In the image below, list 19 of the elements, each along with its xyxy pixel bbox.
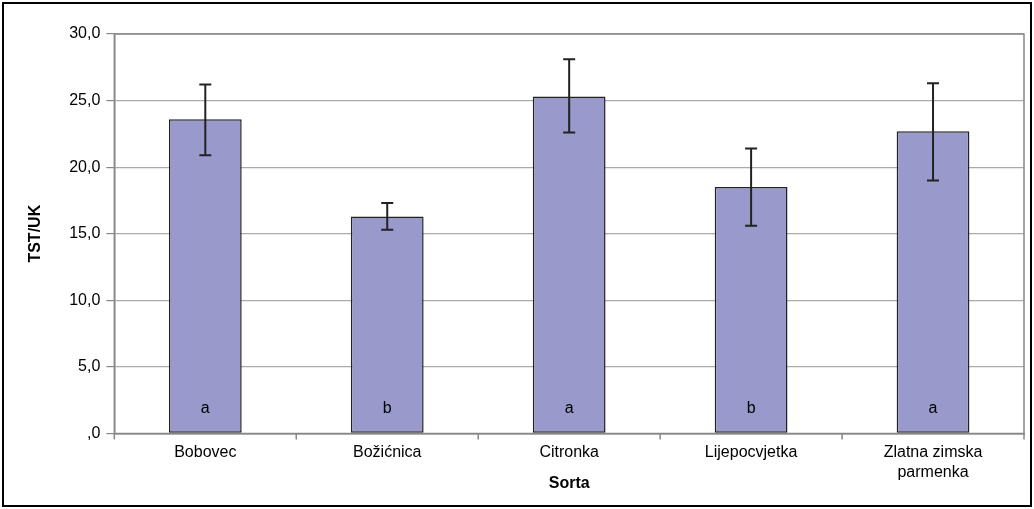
x-tick-label: Božićnica (353, 443, 422, 461)
annotation: a (200, 398, 210, 416)
y-tick-label: ,0 (87, 423, 101, 441)
x-tick-label: Citronka (539, 443, 600, 461)
y-tick-label: 5,0 (78, 357, 101, 375)
annotation: b (746, 398, 756, 416)
y-axis-title: TST/UK (26, 204, 44, 263)
y-tick-label: 15,0 (69, 224, 101, 242)
annotation: b (382, 398, 392, 416)
x-tick-label: Zlatna zimska parmenka (883, 443, 983, 480)
x-tick-label: Bobovec (174, 443, 237, 461)
x-axis-title: Sorta (548, 473, 590, 491)
x-tick-label: Lijepocvjetka (704, 443, 798, 461)
y-tick-label: 25,0 (69, 90, 101, 108)
y-tick-label: 20,0 (69, 157, 101, 175)
y-tick-label: 30,0 (69, 24, 101, 42)
annotation: a (928, 398, 938, 416)
annotation: a (564, 398, 574, 416)
y-tick-label: 10,0 (69, 290, 101, 308)
